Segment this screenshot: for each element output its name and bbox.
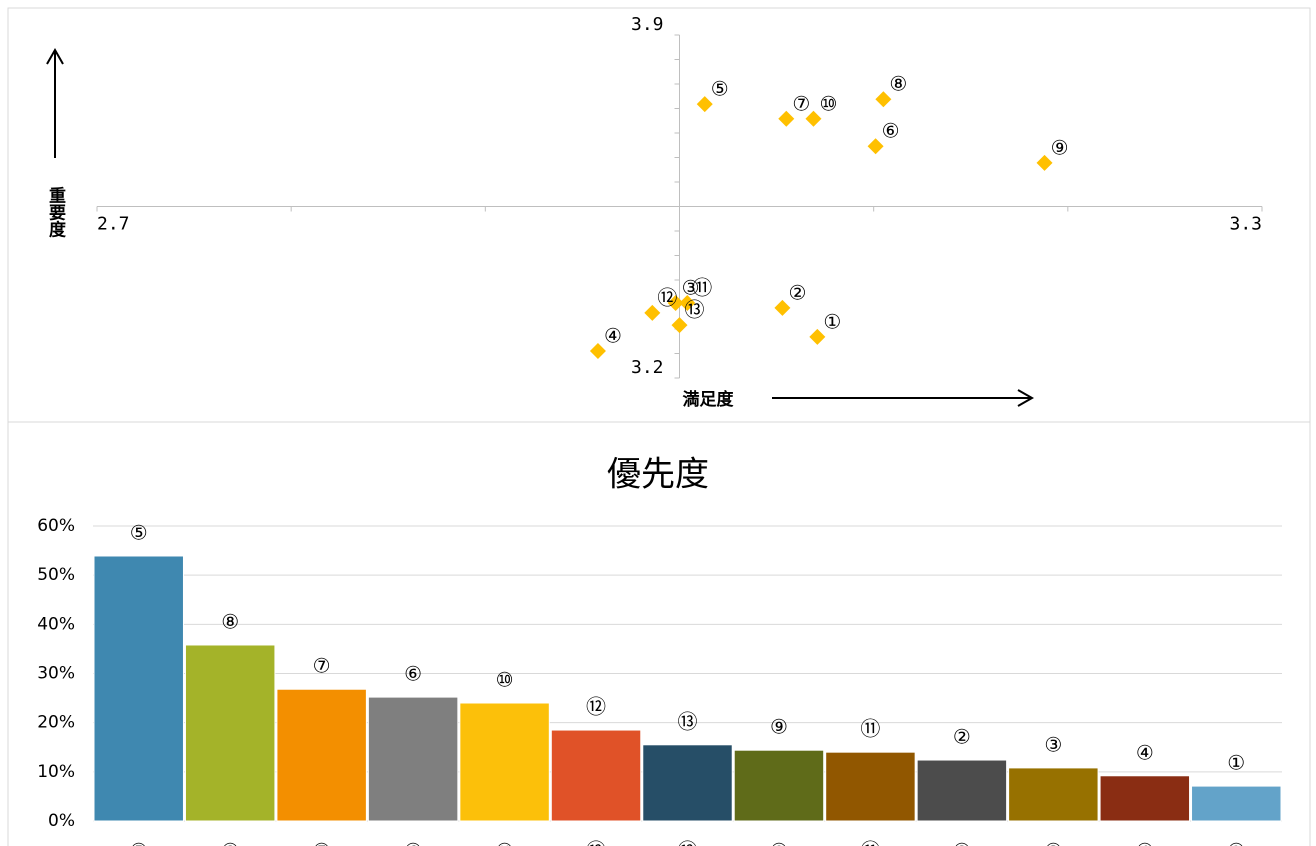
x-tick-label: ④ [1136,839,1154,846]
point-label: ⑦ [792,91,810,115]
y-tick-label: 3.2 [631,357,664,378]
point [805,110,822,127]
bar-label: ⑬ [678,709,698,733]
bar-label: ⑪ [860,717,880,741]
y-tick-label: 30% [37,664,75,684]
point [778,110,795,127]
point-label: ⑬ [685,298,705,322]
bar-label: ① [1227,751,1245,775]
x-axis-label: 満足度 [683,389,735,410]
x-tick-label: ③ [1044,839,1062,846]
bar [459,702,550,822]
bar-label: ⑩ [496,668,514,692]
point-label: ④ [604,324,622,348]
x-tick-label: ⑦ [313,839,331,846]
bar [642,744,733,822]
x-tick-label: ⑫ [586,839,606,846]
point-label: ⑨ [1051,135,1069,159]
x-tick-label: 3.3 [1229,214,1262,235]
point [644,304,661,321]
x-tick-label: ⑨ [770,839,788,846]
bar [825,751,916,822]
point [875,91,892,108]
bar-label: ④ [1136,740,1154,764]
point [809,328,826,345]
point-label: ⑩ [820,91,838,115]
bar-panel [7,421,1311,846]
bar [1099,775,1191,822]
bar [550,729,642,822]
bar [93,555,184,822]
y-tick-label: 60% [37,516,75,536]
point [667,295,684,312]
bar-label: ⑨ [770,715,788,739]
bar-label: ⑦ [313,654,331,678]
bar-label: ⑥ [404,662,422,686]
point [679,295,696,312]
bar-title: 優先度 [607,455,709,495]
point [867,138,884,155]
x-tick-label: ⑪ [860,839,880,846]
bar-label: ⑧ [221,609,239,633]
point-label: ⑥ [882,119,900,143]
y-tick-label: 0% [48,811,75,831]
bar-label: ⑤ [130,520,148,544]
x-tick-label: ⑬ [678,839,698,846]
y-tick-label: 40% [37,614,75,634]
x-tick-label: ② [953,839,971,846]
bar [276,688,367,822]
x-arrow-head [1017,389,1035,407]
point-label: ③ [682,276,700,300]
bar-label: ⑫ [586,695,606,719]
y-arrow-head [46,47,64,65]
y-tick-label: 3.9 [631,14,664,35]
bar [733,749,825,822]
y-tick-label: 10% [37,762,75,782]
point-label: ② [788,280,806,304]
bar-label: ③ [1044,732,1062,756]
bar [367,696,459,822]
x-tick-label: ⑧ [221,839,239,846]
bar-label: ② [953,725,971,749]
y-tick-label: 20% [37,713,75,733]
bar [1008,767,1099,822]
point [589,343,606,360]
point-label: ① [823,309,841,333]
bar [916,759,1008,822]
y-axis-label: 重要度 [45,185,66,238]
x-tick-label: 2.7 [97,214,130,235]
point [696,96,713,113]
point-label: ⑤ [711,77,729,101]
bar [1191,785,1282,822]
x-tick-label: ⑩ [496,839,514,846]
point-label: ⑪ [692,276,712,300]
point-label: ⑧ [889,72,907,96]
bar [184,644,276,822]
y-tick-label: 50% [37,565,75,585]
point [774,299,791,316]
point [1036,154,1053,171]
x-tick-label: ① [1227,839,1245,846]
x-tick-label: ⑥ [404,839,422,846]
x-tick-label: ⑤ [130,839,148,846]
point [671,317,688,334]
point-label: ⑫ [657,285,677,309]
